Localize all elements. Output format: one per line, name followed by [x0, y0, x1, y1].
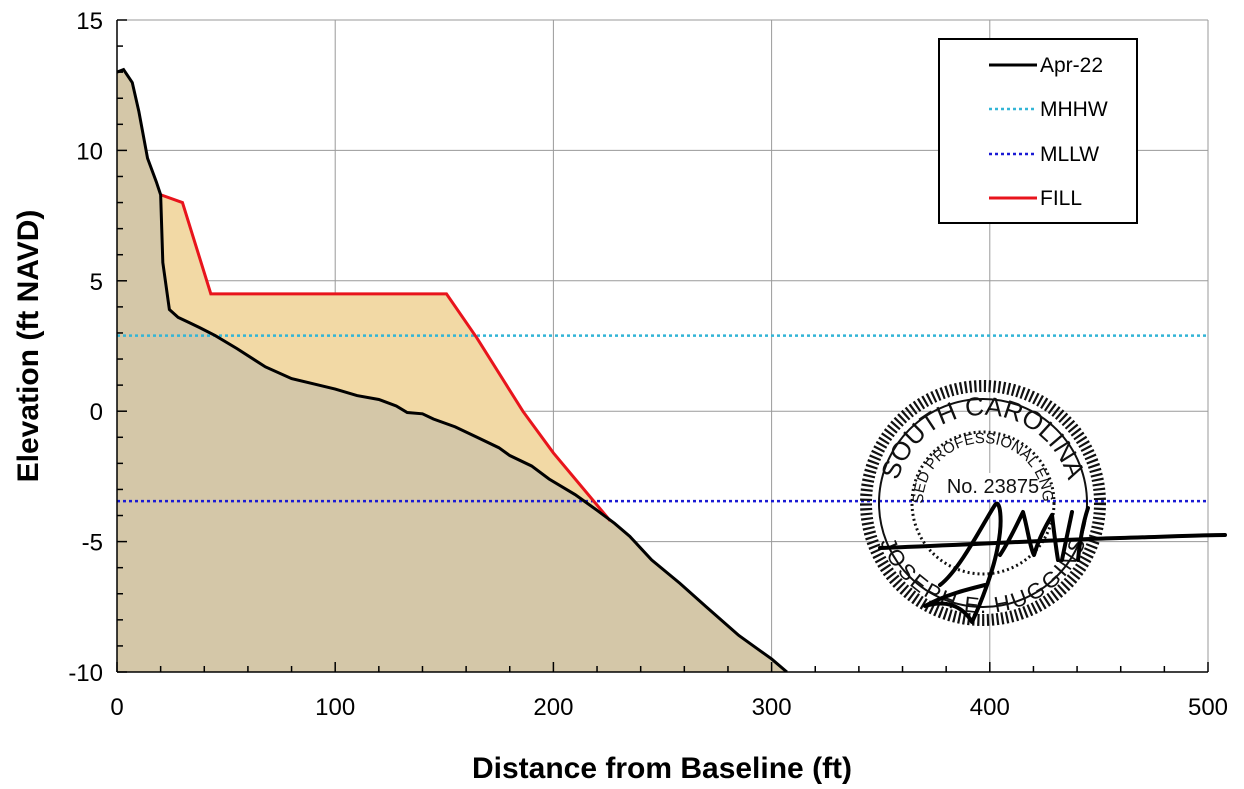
x-axis-title: Distance from Baseline (ft)	[472, 752, 852, 785]
y-axis-title: Elevation (ft NAVD)	[12, 210, 45, 483]
signature	[878, 501, 1227, 624]
legend: Apr-22 MHHW MLLW FILL	[938, 38, 1138, 224]
axis-tick-labels: 0 100 200 300 400 500 15 10 5 0 -5 -10	[68, 8, 1228, 721]
legend-label-mhhw: MHHW	[1040, 98, 1108, 121]
fill-area	[160, 194, 611, 521]
x-tick-label-0: 0	[110, 694, 123, 721]
stamp-license-number: No. 23875	[947, 476, 1039, 498]
legend-label-mllw: MLLW	[1040, 143, 1099, 166]
legend-box	[938, 38, 1138, 224]
x-tick-label-100: 100	[315, 694, 355, 721]
y-tick-label-10: 10	[76, 138, 103, 165]
series-fill-line	[160, 193, 612, 522]
x-tick-label-300: 300	[752, 694, 792, 721]
y-tick-label-0: 0	[90, 399, 103, 426]
axis-ticks	[116, 19, 1209, 673]
x-tick-label-400: 400	[970, 694, 1010, 721]
series-apr22-line	[117, 67, 788, 672]
y-tick-label--5: -5	[82, 530, 103, 557]
y-tick-label-15: 15	[76, 8, 103, 35]
legend-label-fill: FILL	[1040, 187, 1082, 210]
x-tick-label-200: 200	[533, 694, 573, 721]
y-tick-label--10: -10	[68, 660, 103, 687]
legend-label-apr22: Apr-22	[1040, 54, 1103, 77]
profile-area	[117, 69, 787, 672]
y-tick-label-5: 5	[90, 269, 103, 296]
plot-frame	[116, 20, 1208, 673]
x-tick-label-500: 500	[1188, 694, 1228, 721]
